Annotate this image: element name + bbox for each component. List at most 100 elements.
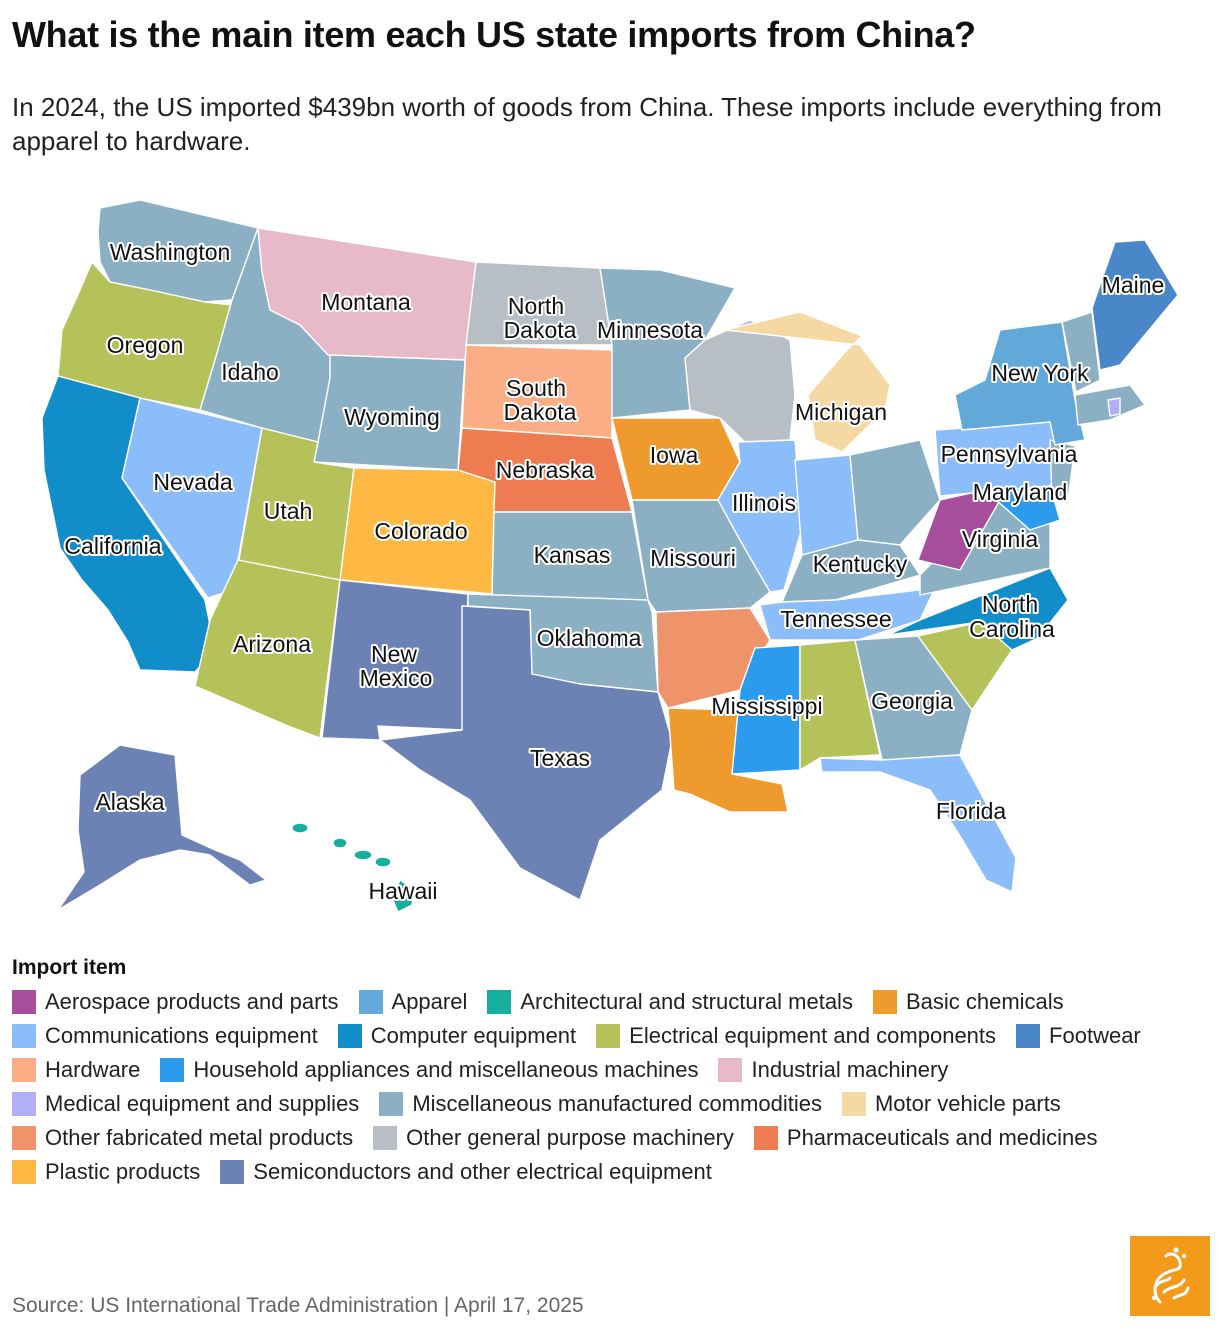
label-kansas: Kansas [534,542,611,568]
state-alaska[interactable] [57,744,267,911]
label-california: California [64,533,161,559]
legend-item: Industrial machinery [718,1056,948,1084]
legend-item: Apparel [358,988,467,1016]
legend-swatch [12,1092,36,1116]
legend-item: Miscellaneous manufactured commodities [379,1090,822,1118]
legend-label: Medical equipment and supplies [45,1091,360,1116]
label-pennsylvania: Pennsylvania [941,441,1078,467]
legend-label: Architectural and structural metals [520,989,853,1014]
state-alabama[interactable] [799,639,881,771]
legend-label: Aerospace products and parts [45,989,339,1014]
legend-item: Medical equipment and supplies [12,1090,359,1118]
legend-swatch [12,990,36,1014]
label-michigan: Michigan [795,399,887,425]
legend-swatch [337,1024,362,1048]
legend-label: Footwear [1049,1023,1141,1048]
state-hawaii[interactable] [291,822,416,913]
legend-label: Communications equipment [45,1023,318,1048]
label-hawaii: Hawaii [368,878,437,904]
label-oklahoma: Oklahoma [537,625,642,651]
legend-item: Computer equipment [337,1022,577,1050]
legend-label: Hardware [45,1057,141,1082]
state-michigan[interactable] [724,311,891,453]
legend-label: Electrical equipment and components [629,1023,997,1048]
legend-label: Miscellaneous manufactured commodities [412,1091,822,1116]
state-new-jersey[interactable] [1049,439,1076,501]
legend-item: Other general purpose machinery [373,1124,734,1152]
legend-swatch [12,1058,36,1082]
legend-swatch [220,1160,245,1184]
label-virginia: Virginia [962,526,1038,552]
legend-swatch [596,1024,621,1048]
legend-item: Aerospace products and parts [12,988,339,1016]
legend-label: Other fabricated metal products [45,1125,354,1150]
label-oregon: Oregon [107,332,184,358]
label-north-dakota-1: North [508,293,564,319]
label-south-dakota-2: Dakota [504,399,577,425]
legend-item: Communications equipment [12,1022,318,1050]
state-texas[interactable] [379,605,673,901]
label-maine: Maine [1102,272,1165,298]
label-iowa: Iowa [650,442,699,468]
chart-subtitle: In 2024, the US imported $439bn worth of… [12,92,1162,156]
legend-swatch [753,1126,778,1150]
legend-item: Other fabricated metal products [12,1124,353,1152]
label-colorado: Colorado [374,518,467,544]
legend-item: Footwear [1016,1022,1141,1050]
label-alaska: Alaska [95,789,164,815]
label-minnesota: Minnesota [597,317,703,343]
label-north-carolina-1: North [982,591,1038,617]
state-indiana[interactable] [794,454,859,556]
legend-label: Industrial machinery [751,1057,949,1082]
label-nevada: Nevada [153,469,232,495]
legend-item: Pharmaceuticals and medicines [753,1124,1098,1152]
label-new-mexico-1: New [371,641,417,667]
legend-item: Architectural and structural metals [487,988,853,1016]
label-north-carolina-2: Carolina [969,616,1055,642]
label-utah: Utah [264,498,313,524]
legend-swatch [1016,1024,1041,1048]
legend-label: Motor vehicle parts [874,1091,1061,1116]
label-missouri: Missouri [650,545,736,571]
legend-swatch [12,1126,36,1150]
label-texas: Texas [530,745,590,771]
label-tennessee: Tennessee [780,606,891,632]
label-georgia: Georgia [871,688,953,714]
legend-swatch [373,1126,398,1150]
state-north-carolina[interactable] [887,567,1069,651]
state-georgia[interactable] [854,635,973,761]
legend: Import item Aerospace products and parts… [12,956,1212,1186]
state-florida[interactable] [819,754,1017,893]
legend-swatch [358,990,383,1014]
legend-item: Household appliances and miscellaneous m… [160,1056,698,1084]
label-arizona: Arizona [233,631,311,657]
state-vermont-nh[interactable] [1061,311,1101,393]
label-new-mexico-2: Mexico [360,665,433,691]
state-rhode-island[interactable] [1107,397,1121,417]
label-kentucky: Kentucky [813,551,908,577]
state-new-york[interactable] [954,321,1086,446]
label-montana: Montana [321,289,411,315]
label-mississippi: Mississippi [711,693,822,719]
legend-swatch [12,1024,36,1048]
state-mississippi[interactable] [731,644,801,775]
label-wyoming: Wyoming [344,404,440,430]
legend-swatch [718,1058,743,1082]
label-north-dakota-2: Dakota [504,317,577,343]
state-tennessee[interactable] [759,587,936,641]
state-maine[interactable] [1091,239,1179,371]
label-maryland: Maryland [973,479,1068,505]
label-idaho: Idaho [221,359,279,385]
legend-label: Semiconductors and other electrical equi… [253,1159,712,1184]
source-note: Source: US International Trade Administr… [12,1294,584,1317]
legend-label: Household appliances and miscellaneous m… [193,1057,699,1082]
legend-swatch [379,1092,404,1116]
legend-swatch [872,990,897,1014]
state-ohio[interactable] [849,439,941,546]
legend-swatch [160,1058,185,1082]
legend-item: Basic chemicals [872,988,1064,1016]
label-new-york: New York [991,360,1089,386]
us-state-map: Washington Oregon California Nevada Idah… [0,190,1220,930]
legend-label: Basic chemicals [905,989,1064,1014]
legend-label: Computer equipment [370,1023,577,1048]
